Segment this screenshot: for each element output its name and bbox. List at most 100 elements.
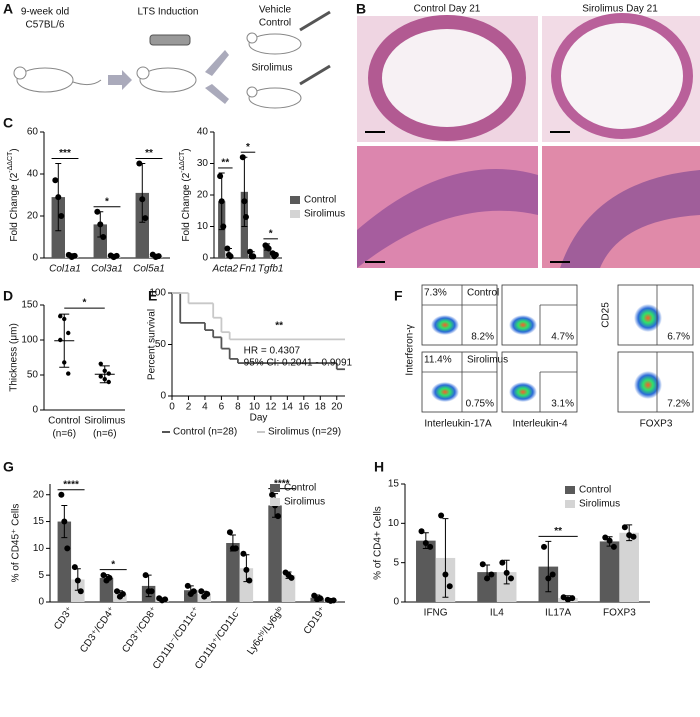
- histology: Control Day 21 Sirolimus Day 21: [357, 4, 700, 268]
- y-axis-label: % of CD45⁺ Cells: [11, 504, 22, 583]
- y-tick-label: 10: [33, 543, 45, 554]
- data-point: [100, 234, 107, 240]
- data-point: [58, 213, 65, 219]
- panel-label: G: [3, 459, 14, 475]
- airway-section: [368, 15, 526, 141]
- y-tick-label: 50: [27, 370, 39, 381]
- flow-plot: [421, 351, 498, 413]
- mouse-head: [246, 32, 258, 44]
- data-point: [136, 160, 143, 167]
- schematic-text: Control: [259, 18, 291, 29]
- y-tick-label: 0: [32, 253, 38, 264]
- gate-percent: 7.2%: [667, 399, 690, 410]
- data-point: [232, 545, 239, 552]
- arrow: [205, 50, 229, 76]
- legend-swatch: [565, 486, 575, 494]
- data-point: [621, 524, 628, 531]
- gate-percent: 7.3%: [424, 288, 447, 299]
- data-point: [113, 252, 120, 259]
- y-axis-label-part: -ΔΔCT: [7, 151, 14, 173]
- legend-label: Control: [284, 483, 316, 494]
- bar: [57, 521, 72, 602]
- schematic-text: LTS Induction: [138, 7, 199, 18]
- y-axis-label-part: -ΔΔCT: [179, 151, 186, 173]
- x-tick-note: (n=6): [93, 429, 117, 440]
- y-axis-label-part: Fold Change (2: [9, 172, 20, 241]
- data-point: [241, 198, 248, 205]
- significance-label: **: [221, 158, 229, 169]
- x-tick-label: CD3⁺/CD8⁺: [120, 605, 160, 655]
- flow-plot: [421, 284, 498, 346]
- y-axis-label: % of CD4+ Cells: [373, 506, 384, 580]
- data-point: [269, 491, 276, 498]
- panel-label: H: [374, 459, 384, 475]
- bar: [239, 568, 254, 602]
- gate-percent: 6.7%: [667, 332, 690, 343]
- legend-swatch: [565, 500, 575, 508]
- flow-axis-label: FOXP3: [640, 419, 673, 430]
- x-tick-label: 16: [298, 402, 310, 413]
- x-tick-label: 2: [186, 402, 192, 413]
- data-point: [224, 245, 231, 252]
- y-tick-label: 10: [388, 518, 400, 529]
- x-tick-label: IFNG: [424, 608, 448, 619]
- mouse-head: [13, 66, 27, 80]
- data-point: [442, 571, 449, 578]
- bar: [263, 246, 271, 258]
- data-point: [239, 154, 246, 161]
- x-tick-label: Col5a1: [133, 264, 165, 275]
- panel-label: E: [148, 288, 157, 304]
- x-tick-label: 4: [202, 402, 208, 413]
- x-tick-label: CD19⁺: [302, 605, 329, 637]
- significance-label: *: [83, 298, 87, 309]
- schematic-text: 9-week old: [21, 7, 69, 18]
- legend-label: Sirolimus: [304, 209, 345, 220]
- data-point: [113, 588, 120, 595]
- arrow: [205, 84, 229, 104]
- epithelium: [560, 170, 700, 268]
- data-point: [106, 371, 111, 376]
- significance-label: ***: [59, 148, 71, 159]
- data-point: [204, 590, 211, 597]
- data-point: [106, 574, 113, 581]
- cell-cloud: [431, 315, 459, 335]
- y-tick-label: 30: [197, 158, 209, 169]
- x-tick-label: Fn1: [239, 264, 256, 275]
- data-point: [142, 215, 149, 222]
- y-tick-label: 5: [38, 570, 44, 581]
- data-point: [488, 571, 495, 578]
- x-tick-label: CD11b⁺/CD11c⁻: [193, 605, 244, 672]
- data-point: [330, 597, 337, 604]
- data-point: [198, 588, 205, 595]
- data-point: [243, 566, 250, 573]
- y-axis-label: Percent survival: [147, 309, 158, 380]
- data-point: [71, 564, 78, 571]
- error-bar: [59, 313, 70, 368]
- y-tick-label: 50: [155, 339, 167, 350]
- data-point: [190, 588, 197, 595]
- data-point: [64, 545, 71, 552]
- legend-swatch: [290, 196, 300, 204]
- bar: [71, 579, 85, 602]
- y-tick-label: 20: [33, 489, 45, 500]
- y-tick-label: 10: [197, 221, 209, 232]
- bar: [135, 192, 149, 258]
- legend-label: Sirolimus: [284, 497, 325, 508]
- mouse-head: [136, 66, 150, 80]
- error-bar: [99, 365, 110, 384]
- data-point: [66, 371, 71, 376]
- legend-label: Control: [304, 195, 336, 206]
- data-point: [94, 208, 101, 215]
- flow-plot: [501, 284, 578, 346]
- data-point: [74, 577, 81, 584]
- x-tick-label: IL17A: [545, 608, 571, 619]
- bar: [93, 224, 107, 258]
- schematic-text: Vehicle: [259, 5, 292, 16]
- data-point: [66, 330, 71, 336]
- data-point: [227, 253, 234, 260]
- panel-label: D: [3, 288, 13, 304]
- flow-axis-label: CD25: [601, 302, 612, 328]
- legend-swatch: [290, 210, 300, 218]
- x-tick-label: Col3a1: [91, 264, 123, 275]
- panel-label: F: [394, 288, 403, 304]
